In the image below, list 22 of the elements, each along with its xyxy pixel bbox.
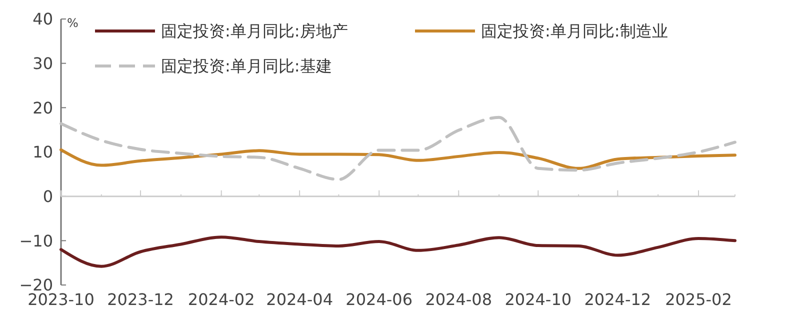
line-series: [60, 116, 736, 181]
x-tick-label: 2024-04: [266, 290, 333, 309]
y-tick-label: 10: [32, 142, 53, 162]
legend-label: 固定投资:单月同比:基建: [161, 56, 332, 76]
x-tick-label: 2024-02: [188, 290, 255, 309]
x-tick-label: 2024-08: [425, 290, 492, 309]
x-tick-label: 2024-12: [584, 290, 652, 309]
x-tick-label: 2023-12: [107, 290, 174, 309]
y-tick-label: −10: [19, 231, 53, 250]
y-tick-label: 0: [42, 186, 53, 206]
x-tick-label: 2023-10: [28, 290, 94, 309]
line-series: [60, 148, 736, 170]
x-tick-label: 2025-02: [665, 290, 732, 309]
y-tick-label: 30: [32, 54, 53, 73]
y-tick-label: 40: [32, 10, 53, 29]
x-tick-label: 2024-10: [504, 290, 572, 309]
x-tick-label: 2024-06: [346, 290, 413, 309]
line-series: [60, 236, 736, 268]
legend-label: 固定投资:单月同比:制造业: [481, 22, 668, 41]
y-axis-title: %: [67, 16, 78, 30]
legend-label: 固定投资:单月同比:房地产: [161, 22, 348, 41]
y-tick-label: 20: [32, 98, 53, 118]
